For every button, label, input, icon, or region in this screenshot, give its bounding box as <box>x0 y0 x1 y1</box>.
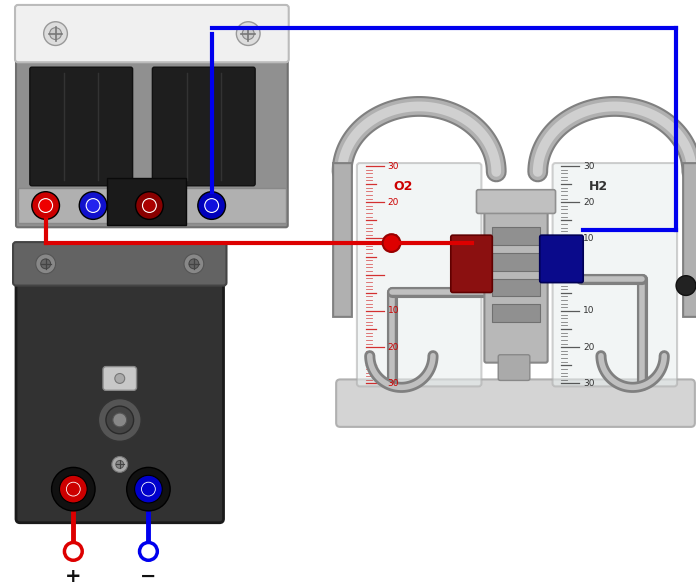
Bar <box>107 178 186 225</box>
Circle shape <box>36 254 55 273</box>
Bar <box>18 188 286 223</box>
FancyBboxPatch shape <box>30 67 132 186</box>
Text: −: − <box>140 567 157 583</box>
Text: 10: 10 <box>388 307 399 315</box>
Circle shape <box>204 199 218 212</box>
Bar <box>492 304 540 322</box>
Circle shape <box>115 374 125 384</box>
Circle shape <box>66 482 80 496</box>
Circle shape <box>136 192 163 219</box>
FancyBboxPatch shape <box>16 54 288 227</box>
Circle shape <box>115 413 125 423</box>
Circle shape <box>113 413 127 427</box>
Circle shape <box>79 192 107 219</box>
FancyBboxPatch shape <box>103 406 136 430</box>
Circle shape <box>112 456 127 472</box>
FancyBboxPatch shape <box>540 235 583 283</box>
Circle shape <box>98 398 141 442</box>
Circle shape <box>32 192 60 219</box>
Text: 20: 20 <box>388 343 399 352</box>
FancyBboxPatch shape <box>484 206 547 363</box>
Text: 10: 10 <box>583 307 595 315</box>
Circle shape <box>64 543 82 560</box>
FancyBboxPatch shape <box>16 273 223 523</box>
FancyBboxPatch shape <box>498 354 530 381</box>
Text: O2: O2 <box>393 180 413 193</box>
Text: 10: 10 <box>583 234 595 243</box>
Circle shape <box>52 468 95 511</box>
Bar <box>492 227 540 245</box>
FancyBboxPatch shape <box>15 5 288 62</box>
Circle shape <box>86 199 100 212</box>
Text: H2: H2 <box>589 180 608 193</box>
Circle shape <box>134 475 162 503</box>
Circle shape <box>43 22 67 45</box>
FancyBboxPatch shape <box>357 163 482 387</box>
Text: 20: 20 <box>583 343 594 352</box>
Circle shape <box>60 475 88 503</box>
Circle shape <box>139 543 158 560</box>
Circle shape <box>116 461 124 468</box>
FancyBboxPatch shape <box>103 367 136 390</box>
Text: 30: 30 <box>583 161 595 170</box>
Circle shape <box>106 406 134 434</box>
FancyBboxPatch shape <box>13 242 227 286</box>
FancyBboxPatch shape <box>451 235 492 293</box>
Circle shape <box>184 254 204 273</box>
Circle shape <box>50 27 62 40</box>
Circle shape <box>198 192 225 219</box>
Circle shape <box>127 468 170 511</box>
Bar <box>492 253 540 271</box>
Circle shape <box>189 259 199 269</box>
FancyBboxPatch shape <box>552 163 677 387</box>
Text: 20: 20 <box>388 198 399 207</box>
Bar <box>492 279 540 296</box>
Text: 20: 20 <box>583 198 594 207</box>
Text: 30: 30 <box>388 161 399 170</box>
Text: 30: 30 <box>388 379 399 388</box>
FancyBboxPatch shape <box>153 67 255 186</box>
Circle shape <box>143 199 156 212</box>
Circle shape <box>141 482 155 496</box>
FancyBboxPatch shape <box>477 189 556 213</box>
Circle shape <box>242 27 254 40</box>
Text: 30: 30 <box>583 379 595 388</box>
Circle shape <box>38 199 52 212</box>
Circle shape <box>237 22 260 45</box>
Circle shape <box>383 234 400 252</box>
FancyBboxPatch shape <box>336 380 695 427</box>
Circle shape <box>676 276 696 296</box>
Circle shape <box>41 259 50 269</box>
Text: +: + <box>65 567 82 583</box>
Text: 10: 10 <box>388 234 399 243</box>
